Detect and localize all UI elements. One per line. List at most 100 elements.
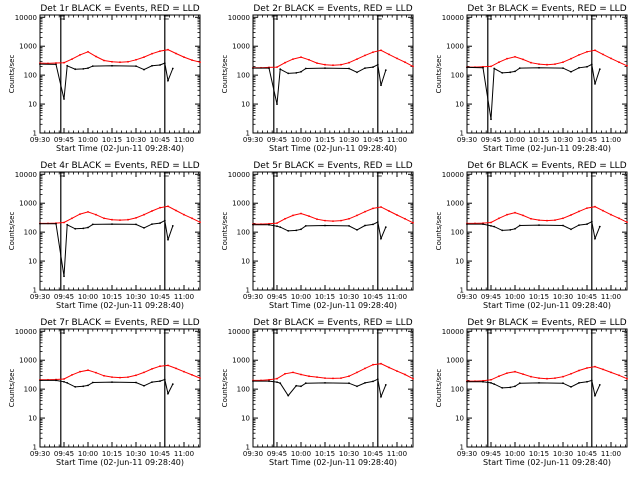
y-tick-label: 1 bbox=[33, 287, 37, 295]
series-lld-point bbox=[143, 371, 145, 374]
series-events-point bbox=[279, 226, 282, 229]
chart-title: Det 4r BLACK = Events, RED = LLD bbox=[40, 161, 199, 171]
series-lld-point bbox=[364, 367, 366, 370]
x-tick-label: 09:30 bbox=[457, 136, 477, 144]
series-events-point bbox=[252, 380, 254, 382]
chart-panel-2: Det 2r BLACK = Events, RED = LLD 1 10 100 10… bbox=[221, 4, 414, 153]
series-events-point bbox=[562, 382, 564, 385]
series-lld-point bbox=[570, 57, 572, 60]
series-events-point bbox=[372, 66, 374, 68]
series-lld-point bbox=[404, 373, 406, 376]
time-marker-flag bbox=[59, 172, 65, 177]
series-events-point bbox=[514, 385, 516, 388]
x-axis-label: Start Time (02-Jun-11 09:28:40) bbox=[483, 458, 611, 467]
series-lld-point bbox=[404, 61, 406, 64]
series-events-point bbox=[252, 223, 254, 226]
series-lld-point bbox=[506, 57, 508, 60]
series-events-point bbox=[279, 68, 282, 71]
series-lld-point bbox=[79, 370, 81, 373]
series-events-point bbox=[501, 229, 504, 232]
series-lld-point bbox=[490, 65, 492, 68]
y-tick-label: 10 bbox=[455, 415, 464, 423]
time-marker-flag bbox=[486, 15, 492, 20]
series-lld-point bbox=[506, 372, 508, 374]
series-lld-point bbox=[268, 378, 270, 381]
series-events-point bbox=[509, 71, 512, 74]
series-events-point bbox=[167, 238, 169, 241]
series-lld-point bbox=[364, 210, 366, 213]
x-tick-label: 09:45 bbox=[267, 136, 287, 144]
series-lld-point bbox=[324, 377, 326, 379]
time-marker-flag bbox=[272, 172, 278, 177]
series-lld-point bbox=[594, 205, 596, 208]
y-axis-label: Counts/sec bbox=[435, 55, 443, 94]
series-lld-point bbox=[55, 62, 57, 64]
y-tick-label: 10000 bbox=[228, 14, 250, 22]
series-lld-point bbox=[103, 374, 105, 377]
series-lld-point bbox=[372, 51, 374, 54]
series-events-point bbox=[348, 382, 350, 385]
series-events-point bbox=[380, 395, 382, 398]
series-events-point bbox=[518, 67, 521, 69]
series-events-point bbox=[594, 83, 596, 85]
series-lld-point bbox=[191, 374, 193, 376]
chart-title: Det 9r BLACK = Events, RED = LLD bbox=[467, 318, 626, 328]
series-events-point bbox=[578, 224, 580, 227]
series-lld-point bbox=[594, 49, 596, 52]
y-tick-label: 1 bbox=[33, 444, 37, 452]
series-events-point bbox=[482, 66, 484, 69]
plot-frame bbox=[39, 14, 201, 134]
series-events-point bbox=[63, 380, 65, 383]
series-events-point bbox=[300, 228, 302, 231]
y-tick-label: 100 bbox=[24, 229, 37, 237]
series-lld-point bbox=[199, 61, 201, 64]
series-events-line bbox=[39, 62, 174, 100]
x-tick-label: 10:15 bbox=[102, 293, 122, 301]
y-tick-label: 100 bbox=[24, 72, 37, 80]
x-tick-label: 10:30 bbox=[553, 293, 573, 301]
x-tick-label: 11:00 bbox=[601, 136, 621, 144]
chart-panel-4: Det 4r BLACK = Events, RED = LLD 1 10 100 10… bbox=[8, 161, 201, 310]
series-events-point bbox=[295, 72, 298, 74]
chart-panel-1: Det 1r BLACK = Events, RED = LLD 1 10 100 10… bbox=[8, 4, 201, 153]
series-events-point bbox=[63, 98, 65, 100]
time-marker-flag bbox=[376, 15, 382, 20]
x-tick-label: 11:00 bbox=[387, 136, 407, 144]
chart-title: Det 8r BLACK = Events, RED = LLD bbox=[253, 318, 412, 328]
x-axis-label: Start Time (02-Jun-11 09:28:40) bbox=[269, 144, 397, 153]
series-lld-point bbox=[71, 217, 73, 220]
series-events-point bbox=[171, 67, 174, 70]
series-lld-point bbox=[87, 211, 89, 213]
series-lld-point bbox=[498, 61, 500, 64]
series-events-point bbox=[171, 383, 174, 385]
x-tick-label: 09:30 bbox=[30, 293, 50, 301]
y-tick-label: 100 bbox=[451, 72, 464, 80]
plot-frame bbox=[39, 171, 201, 291]
series-events-line bbox=[40, 378, 174, 396]
series-events-point bbox=[380, 84, 382, 87]
series-events-point bbox=[372, 380, 374, 383]
series-lld-point bbox=[324, 219, 326, 222]
series-lld-point bbox=[514, 211, 516, 214]
series-lld-point bbox=[95, 371, 97, 374]
chart-panel-8: Det 8r BLACK = Events, RED = LLD 1 10 100 10… bbox=[221, 318, 414, 467]
x-tick-label: 11:00 bbox=[387, 450, 407, 458]
series-lld-point bbox=[111, 60, 113, 63]
time-marker-flag bbox=[59, 329, 65, 334]
x-tick-label: 10:15 bbox=[315, 450, 335, 458]
series-events-point bbox=[376, 63, 379, 66]
series-events-line bbox=[466, 63, 601, 120]
series-lld-point bbox=[578, 210, 580, 213]
series-events-point bbox=[252, 67, 254, 69]
series-lld-point bbox=[586, 367, 588, 369]
y-tick-label: 1000 bbox=[446, 357, 464, 365]
series-events-point bbox=[87, 67, 89, 69]
series-events-point bbox=[586, 223, 588, 226]
plot-frame bbox=[466, 14, 628, 134]
x-tick-label: 11:00 bbox=[174, 136, 194, 144]
series-lld-point bbox=[554, 377, 556, 379]
x-tick-label: 10:00 bbox=[78, 136, 98, 144]
y-axis-label: Counts/sec bbox=[435, 212, 443, 251]
y-tick-label: 1 bbox=[460, 444, 464, 452]
series-events-point bbox=[295, 384, 298, 387]
